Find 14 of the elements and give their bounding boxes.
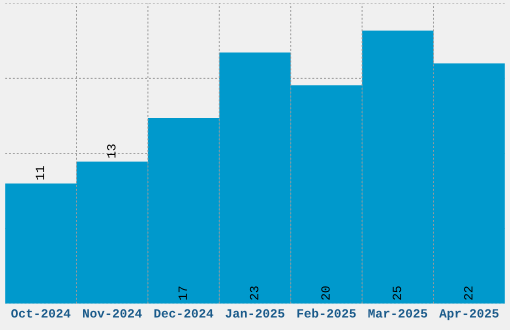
data-label: 25 — [392, 286, 402, 300]
x-tick-label: Jan-2025 — [226, 309, 284, 318]
data-label: 11 — [36, 166, 44, 180]
x-tick-label: Oct-2024 — [11, 309, 70, 318]
x-tick-label: Dec-2024 — [154, 309, 214, 318]
data-label: 22 — [464, 286, 472, 300]
data-label: 17 — [178, 286, 187, 300]
x-tick-label: Nov-2024 — [83, 309, 142, 318]
data-label: 13 — [107, 144, 116, 158]
x-tick-label: Feb-2025 — [297, 308, 356, 318]
data-label: 20 — [321, 286, 330, 300]
x-tick-label: Apr-2025 — [439, 309, 499, 320]
data-label: 23 — [250, 286, 258, 300]
x-tick-label: Mar-2025 — [368, 309, 428, 318]
